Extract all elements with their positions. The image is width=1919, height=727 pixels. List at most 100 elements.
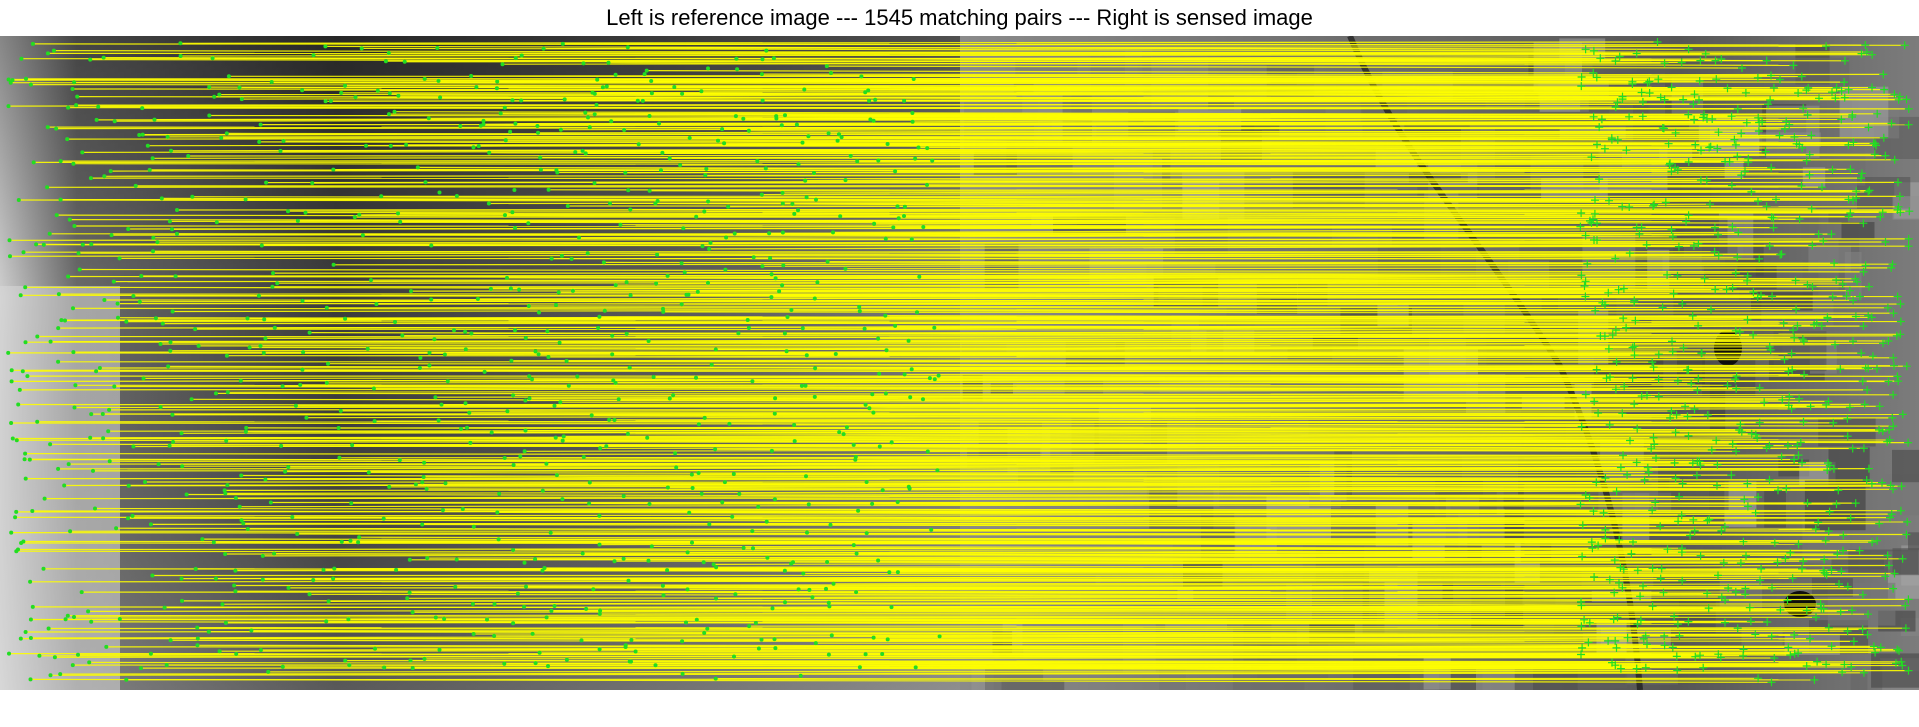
- reference-keypoint: [326, 361, 330, 366]
- reference-keypoint: [727, 421, 732, 426]
- sensed-keypoint: [1767, 163, 1776, 172]
- reference-keypoint: [23, 451, 28, 456]
- sensed-keypoint: [1786, 548, 1795, 557]
- match-line: [58, 325, 1822, 329]
- sensed-keypoints: [1576, 38, 1914, 687]
- reference-keypoint: [909, 237, 914, 242]
- reference-keypoint: [498, 111, 503, 116]
- match-line: [489, 152, 1886, 157]
- match-line: [511, 358, 1785, 362]
- match-line: [94, 507, 1901, 512]
- sensed-keypoint: [1903, 517, 1912, 526]
- reference-keypoint: [773, 276, 778, 281]
- reference-keypoint: [796, 208, 800, 213]
- reference-keypoint: [436, 78, 441, 83]
- reference-keypoint: [780, 201, 785, 206]
- sensed-keypoint: [1895, 192, 1904, 201]
- reference-keypoint: [557, 340, 562, 345]
- reference-keypoint: [264, 180, 269, 185]
- sensed-keypoint: [1678, 299, 1687, 308]
- sensed-keypoint: [1731, 587, 1740, 596]
- reference-keypoint: [139, 274, 144, 278]
- sensed-keypoint: [1875, 425, 1883, 434]
- reference-keypoint: [583, 110, 588, 115]
- sensed-keypoint: [1897, 482, 1906, 491]
- sensed-keypoint: [1757, 564, 1766, 573]
- sensed-keypoint: [1799, 337, 1808, 346]
- match-line: [923, 226, 1637, 229]
- reference-keypoint: [93, 506, 97, 511]
- sensed-keypoint: [1673, 376, 1682, 385]
- sensed-keypoint: [1802, 86, 1811, 95]
- reference-keypoint: [23, 476, 28, 481]
- reference-keypoint: [526, 221, 531, 226]
- reference-keypoint: [400, 333, 405, 338]
- reference-keypoint: [339, 90, 344, 95]
- reference-keypoint: [272, 325, 277, 330]
- reference-keypoint: [694, 375, 698, 380]
- reference-keypoint: [25, 374, 30, 379]
- reference-keypoint: [226, 74, 231, 79]
- reference-keypoint: [713, 447, 718, 452]
- sensed-keypoint: [1754, 113, 1763, 122]
- sensed-keypoint: [1601, 525, 1610, 534]
- reference-keypoint: [311, 53, 316, 58]
- reference-keypoint: [759, 637, 764, 642]
- reference-keypoint: [538, 155, 543, 160]
- reference-keypoint: [386, 51, 391, 55]
- reference-keypoint: [164, 663, 169, 667]
- sensed-keypoint: [1871, 648, 1880, 657]
- sensed-keypoint: [1844, 195, 1853, 204]
- reference-keypoint: [295, 532, 300, 536]
- reference-keypoint: [796, 587, 801, 592]
- reference-keypoint: [76, 251, 81, 256]
- sensed-keypoint: [1888, 260, 1897, 269]
- match-line: [132, 513, 1892, 517]
- sensed-keypoint: [1863, 630, 1872, 639]
- reference-keypoint: [13, 515, 18, 520]
- match-line: [73, 615, 1675, 618]
- reference-keypoint: [523, 336, 528, 340]
- reference-keypoint: [647, 114, 652, 118]
- match-line: [302, 300, 1683, 305]
- sensed-keypoint: [1701, 49, 1710, 58]
- reference-keypoint: [408, 658, 413, 663]
- sensed-keypoint: [1679, 95, 1688, 104]
- match-line: [74, 225, 1581, 228]
- sensed-keypoint: [1890, 569, 1899, 578]
- reference-keypoint: [706, 66, 710, 71]
- sensed-keypoint: [1577, 650, 1585, 659]
- reference-keypoint: [239, 518, 244, 523]
- sensed-keypoint: [1904, 438, 1913, 447]
- sensed-keypoint: [1822, 400, 1831, 409]
- sensed-keypoint: [1580, 282, 1589, 290]
- reference-keypoint: [579, 638, 584, 643]
- sensed-keypoint: [1612, 487, 1621, 496]
- sensed-keypoint: [1784, 367, 1793, 376]
- sensed-keypoint: [1741, 88, 1750, 97]
- reference-keypoint: [167, 443, 172, 448]
- reference-keypoint: [489, 430, 494, 435]
- match-line: [525, 429, 1676, 433]
- reference-keypoint: [28, 636, 33, 640]
- reference-keypoint: [331, 262, 336, 267]
- match-line: [845, 267, 1892, 270]
- reference-keypoint: [661, 306, 665, 311]
- reference-keypoint: [388, 143, 393, 148]
- sensed-keypoint: [1868, 50, 1877, 59]
- sensed-keypoint: [1577, 73, 1586, 81]
- match-line: [191, 398, 1765, 403]
- match-line: [618, 398, 1800, 400]
- field-patch: [1831, 559, 1884, 570]
- sensed-keypoint: [1749, 331, 1758, 339]
- sensed-keypoint: [1628, 374, 1637, 383]
- match-line: [176, 233, 1673, 238]
- reference-keypoint: [763, 166, 768, 171]
- reference-keypoint: [6, 350, 11, 355]
- reference-keypoint: [642, 72, 647, 77]
- reference-keypoint: [71, 161, 76, 166]
- sensed-keypoint: [1754, 674, 1763, 683]
- sensed-keypoint: [1824, 623, 1833, 632]
- reference-keypoint: [343, 658, 348, 663]
- sensed-keypoint: [1589, 507, 1598, 516]
